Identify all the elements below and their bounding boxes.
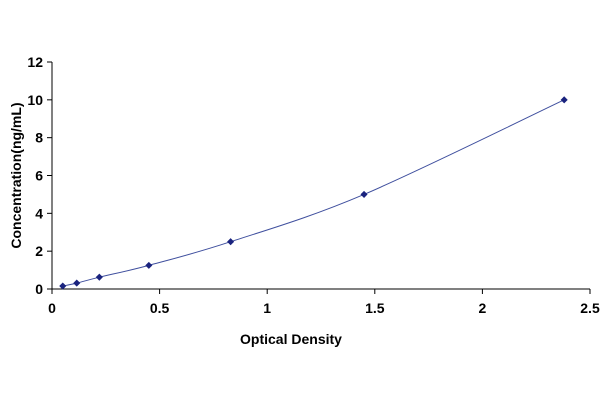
x-tick-label: 1.5	[365, 300, 385, 316]
x-ticks: 0 0.5 1 1.5 2 2.5	[48, 289, 600, 316]
y-tick-label: 10	[27, 92, 43, 108]
data-point	[227, 238, 235, 246]
y-tick-label: 12	[27, 54, 43, 70]
data-point	[360, 190, 368, 198]
axes	[51, 62, 590, 290]
y-tick-label: 2	[35, 243, 43, 259]
data-point	[73, 279, 81, 287]
data-point	[145, 261, 153, 269]
data-points	[59, 96, 568, 290]
data-point	[95, 273, 103, 281]
y-tick-label: 0	[35, 281, 43, 297]
x-tick-label: 0	[48, 300, 56, 316]
x-tick-label: 1	[263, 300, 271, 316]
x-tick-label: 2.5	[580, 300, 600, 316]
data-point	[560, 96, 568, 104]
data-point	[59, 282, 67, 290]
x-tick-label: 0.5	[150, 300, 170, 316]
x-axis-title: Optical Density	[240, 331, 342, 347]
y-tick-label: 4	[35, 205, 43, 221]
y-axis-title: Concentration(ng/mL)	[8, 102, 24, 248]
x-tick-label: 2	[479, 300, 487, 316]
fit-curve	[62, 99, 565, 287]
y-tick-label: 8	[35, 130, 43, 146]
y-ticks: 0 2 4 6 8 10 12	[27, 54, 52, 297]
y-tick-label: 6	[35, 168, 43, 184]
